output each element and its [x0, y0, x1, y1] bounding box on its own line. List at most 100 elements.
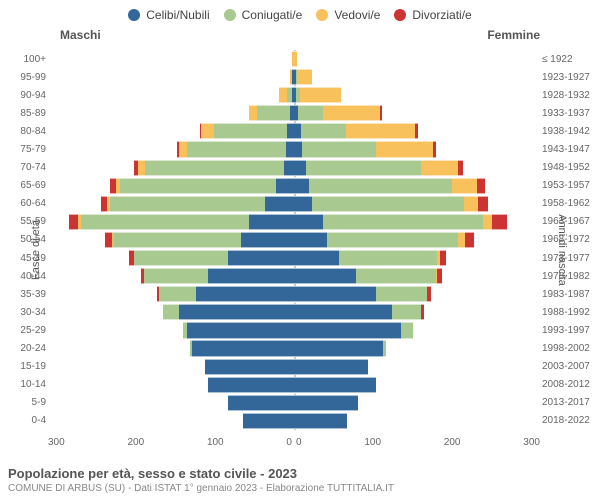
legend-label: Celibi/Nubili — [146, 8, 209, 22]
bar-segment — [440, 250, 447, 266]
bar-segment — [294, 304, 392, 320]
bar-segment — [323, 105, 380, 121]
x-tick: 300 — [523, 437, 540, 448]
bar-segment — [376, 286, 427, 302]
birth-label: ≤ 1922 — [542, 54, 598, 65]
age-row: 0-42018-2022 — [48, 412, 540, 430]
age-label: 20-24 — [12, 343, 46, 354]
bar-segment — [380, 105, 382, 121]
bar-segment — [383, 340, 386, 356]
bars-male — [48, 414, 294, 428]
bar-segment — [306, 160, 421, 176]
birth-label: 1973-1977 — [542, 253, 598, 264]
x-tick: 200 — [444, 437, 461, 448]
bar-segment — [192, 340, 295, 356]
birth-label: 1923-1927 — [542, 72, 598, 83]
bar-segment — [208, 268, 294, 284]
bar-segment — [346, 123, 416, 139]
bars-female — [294, 414, 540, 428]
birth-label: 1963-1967 — [542, 216, 598, 227]
birth-label: 1948-1952 — [542, 162, 598, 173]
bar-segment — [145, 160, 284, 176]
legend-item: Divorziati/e — [394, 8, 471, 22]
legend-label: Coniugati/e — [242, 8, 303, 22]
bar-segment — [294, 413, 347, 429]
bar-segment — [214, 123, 288, 139]
age-label: 75-79 — [12, 144, 46, 155]
birth-label: 2018-2022 — [542, 415, 598, 426]
age-row: 95-991923-1927 — [48, 68, 540, 86]
bar-segment — [179, 304, 294, 320]
bar-segment — [110, 196, 266, 212]
bar-segment — [421, 160, 458, 176]
bar-segment — [312, 196, 464, 212]
bar-segment — [401, 322, 413, 338]
column-headers: Maschi Femmine — [0, 26, 600, 48]
bar-segment — [179, 141, 187, 157]
bars-male — [48, 215, 294, 229]
age-label: 10-14 — [12, 379, 46, 390]
birth-label: 2003-2007 — [542, 361, 598, 372]
bar-segment — [458, 160, 463, 176]
bars-male — [48, 360, 294, 374]
age-label: 5-9 — [12, 397, 46, 408]
bars-female — [294, 287, 540, 301]
bars-male — [48, 70, 294, 84]
bar-segment — [159, 286, 196, 302]
chart-source: COMUNE DI ARBUS (SU) - Dati ISTAT 1° gen… — [8, 483, 592, 494]
bar-segment — [228, 250, 294, 266]
bar-segment — [294, 250, 339, 266]
bar-segment — [257, 105, 290, 121]
header-male: Maschi — [60, 28, 101, 42]
bar-segment — [243, 413, 294, 429]
age-label: 90-94 — [12, 90, 46, 101]
bar-segment — [294, 268, 356, 284]
bar-segment — [339, 250, 437, 266]
bars-female — [294, 161, 540, 175]
bar-segment — [144, 268, 208, 284]
chart-title: Popolazione per età, sesso e stato civil… — [8, 466, 592, 481]
birth-label: 1978-1982 — [542, 271, 598, 282]
birth-label: 1928-1932 — [542, 90, 598, 101]
age-label: 65-69 — [12, 180, 46, 191]
bars-female — [294, 215, 540, 229]
birth-label: 1938-1942 — [542, 126, 598, 137]
age-row: 5-92013-2017 — [48, 394, 540, 412]
bar-segment — [452, 178, 477, 194]
bars-male — [48, 251, 294, 265]
bar-segment — [298, 105, 323, 121]
age-label: 80-84 — [12, 126, 46, 137]
bars-male — [48, 197, 294, 211]
legend: Celibi/NubiliConiugati/eVedovi/eDivorzia… — [0, 0, 600, 26]
bars-female — [294, 88, 540, 102]
birth-label: 1993-1997 — [542, 325, 598, 336]
bars-male — [48, 106, 294, 120]
x-tick: 0 — [286, 437, 292, 448]
bar-segment — [302, 141, 376, 157]
bars-male — [48, 88, 294, 102]
age-row: 70-741948-1952 — [48, 159, 540, 177]
bar-segment — [187, 141, 285, 157]
bars-male — [48, 323, 294, 337]
bars-male — [48, 233, 294, 247]
age-row: 10-142008-2012 — [48, 376, 540, 394]
age-row: 30-341988-1992 — [48, 303, 540, 321]
age-row: 45-491973-1977 — [48, 249, 540, 267]
bars-female — [294, 323, 540, 337]
age-row: 90-941928-1932 — [48, 86, 540, 104]
bar-segment — [279, 87, 287, 103]
bar-segment — [477, 178, 485, 194]
bar-segment — [249, 105, 257, 121]
x-tick: 200 — [127, 437, 144, 448]
age-label: 50-54 — [12, 234, 46, 245]
age-row: 50-541968-1972 — [48, 231, 540, 249]
birth-label: 1983-1987 — [542, 289, 598, 300]
bars-female — [294, 197, 540, 211]
bars-female — [294, 52, 540, 66]
age-label: 25-29 — [12, 325, 46, 336]
bars-female — [294, 305, 540, 319]
bar-rows: 100+≤ 192295-991923-192790-941928-193285… — [48, 50, 540, 430]
plot-area: 100+≤ 192295-991923-192790-941928-193285… — [48, 50, 540, 430]
bar-segment — [187, 322, 294, 338]
bar-segment — [276, 178, 294, 194]
